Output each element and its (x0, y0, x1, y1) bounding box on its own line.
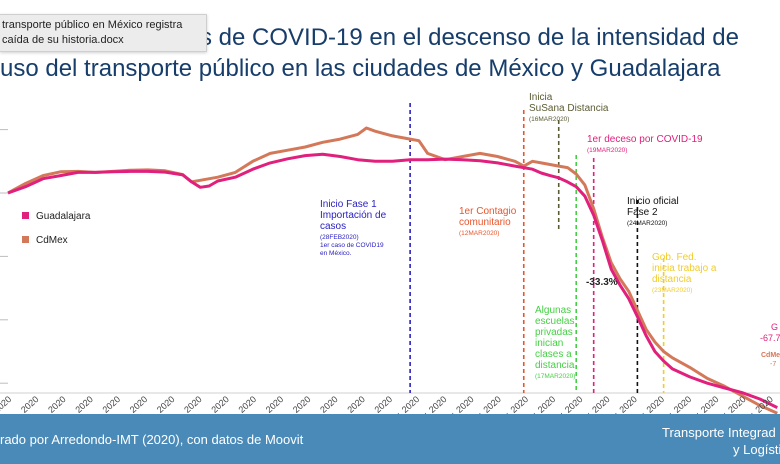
document-tooltip-line-2: caída de su historia.docx (2, 34, 124, 46)
chart-title-line-2: uso del transporte público en las ciudad… (0, 55, 721, 82)
event-label: clases a (535, 349, 572, 360)
legend-swatch (22, 212, 29, 219)
event-label: SuSana Distancia (529, 103, 609, 114)
event-date: (24MAR2020) (627, 220, 667, 227)
event-date: (23MAR2020) (652, 287, 692, 294)
event-label: distancia (535, 360, 575, 371)
legend-label: Guadalajara (36, 211, 91, 222)
chart-annotation: -7 (770, 361, 776, 368)
event-date: (28FEB2020) (320, 234, 359, 241)
x-tick-labels-layer: 18 ene. 202021 ene. 202024 ene. 202027 e… (0, 394, 775, 414)
line-chart: 18 ene. 202021 ene. 202024 ene. 202027 e… (0, 92, 780, 414)
annotations-layer: -33.3% G-67.7 CdMe -7 (586, 277, 780, 368)
event-label: Gob. Fed. (652, 252, 696, 263)
event-label: Inicio Fase 1 (320, 199, 377, 210)
event-label: 1er Contagio (459, 206, 517, 217)
event-label: 1er deceso por COVID-19 (587, 134, 703, 145)
event-label: Algunas (535, 305, 571, 316)
footer-org-line-1: Transporte Integrad (662, 425, 776, 440)
series-line-guadalajara (7, 152, 778, 409)
event-label: inician (535, 338, 563, 349)
event-date: (12MAR2020) (459, 230, 499, 237)
event-label: escuelas (535, 316, 574, 327)
footer-source-text: rado por Arredondo-IMT (2020), con datos… (0, 432, 304, 447)
event-lines-layer (409, 103, 665, 393)
event-label: Fase 2 (627, 207, 658, 218)
grid-layer (0, 129, 780, 394)
footer-bar: rado por Arredondo-IMT (2020), con datos… (0, 414, 780, 464)
event-label: Importación de (320, 210, 387, 221)
event-label: casos (320, 221, 346, 232)
event-label: Inicio oficial (627, 196, 679, 207)
legend-swatch (22, 236, 29, 243)
legend: Guadalajara CdMex (22, 211, 91, 246)
chart-annotation: CdMe (761, 352, 780, 359)
chart-title-line-1: s de COVID-19 en el descenso de la inten… (200, 24, 740, 51)
event-label: distancia (652, 274, 692, 285)
x-tick-label: 18 ene. 2020 (0, 394, 13, 414)
event-note: 1er caso de COVID19 (320, 242, 384, 249)
event-label: comunitario (459, 217, 511, 228)
event-date: (17MAR2020) (535, 373, 575, 380)
series-layer (7, 126, 778, 414)
document-tooltip-line-1: transporte público en México registra (2, 19, 183, 31)
legend-label: CdMex (36, 235, 68, 246)
document-tooltip: transporte público en México registra ca… (0, 14, 207, 52)
event-label: privadas (535, 327, 573, 338)
chart-annotation: G (771, 322, 778, 332)
event-label: inicia trabajo a (652, 263, 717, 274)
event-date: (16MAR2020) (529, 116, 569, 123)
event-date: (19MAR2020) (587, 147, 627, 154)
footer-org-line-2: y Logístic (733, 442, 780, 457)
chart-annotation: -67.7 (760, 333, 780, 343)
event-note: en México. (320, 250, 352, 257)
chart-annotation: -33.3% (586, 277, 618, 288)
event-label: Inicia (529, 92, 553, 103)
